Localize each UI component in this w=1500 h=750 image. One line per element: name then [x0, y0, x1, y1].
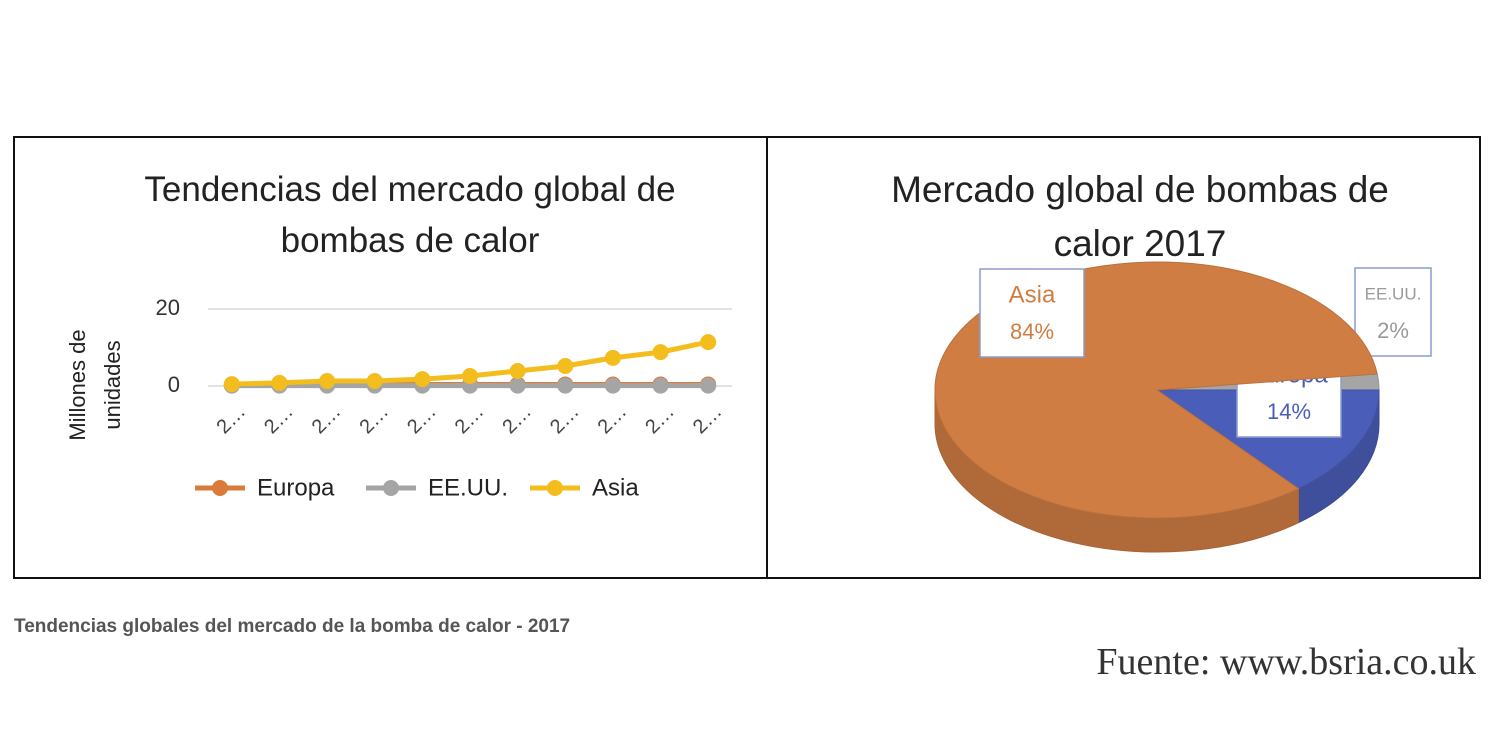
data-point [509, 377, 526, 394]
x-tick-label: 2… [546, 401, 584, 439]
data-point [462, 367, 478, 384]
data-point [271, 374, 288, 391]
x-tick-label: 2… [594, 401, 632, 439]
legend-label: Europa [257, 474, 335, 501]
data-point [652, 344, 669, 361]
data-point [509, 362, 526, 379]
line-chart-title: Tendencias del mercado global de bombas … [144, 170, 676, 260]
x-tick-label: 2… [260, 401, 298, 439]
data-point [366, 372, 383, 389]
y-tick-label: 0 [168, 372, 180, 397]
legend-marker [212, 480, 228, 496]
data-point [604, 377, 621, 394]
x-tick-label: 2… [213, 401, 251, 439]
x-tick-label: 2… [308, 401, 346, 439]
x-tick-label: 2… [451, 401, 489, 439]
data-point [223, 376, 240, 393]
data-label-box [979, 268, 1085, 358]
data-point [319, 372, 336, 389]
data-point [414, 371, 431, 388]
pie-chart-title: Mercado global de bombas de calor 2017 [891, 169, 1389, 264]
data-point [652, 377, 669, 394]
x-tick-label: 2… [641, 401, 679, 439]
x-tick-label: 2… [498, 401, 536, 439]
legend-marker [547, 480, 563, 496]
data-point [700, 334, 717, 351]
data-label-box [1354, 267, 1432, 357]
data-label-value: 2% [1377, 318, 1409, 343]
y-tick-label: 20 [156, 295, 180, 320]
data-point [604, 349, 621, 366]
legend-label: EE.UU. [428, 474, 508, 501]
x-tick-label: 2… [689, 401, 727, 439]
legend-label: Asia [592, 474, 639, 501]
data-label-category: Asia [1009, 281, 1056, 308]
data-point [557, 357, 574, 374]
source: Fuente: www.bsria.co.uk [1096, 641, 1476, 683]
frame [13, 136, 1481, 579]
data-point [557, 377, 574, 394]
data-label-category: EE.UU. [1365, 284, 1422, 303]
data-label-value: 14% [1267, 399, 1311, 424]
caption: Tendencias globales del mercado de la bo… [14, 616, 571, 637]
x-tick-label: 2… [355, 401, 393, 439]
legend-marker [383, 480, 399, 496]
data-point [700, 377, 717, 394]
data-label-value: 84% [1010, 319, 1054, 344]
y-axis-label: Millones de unidades [64, 329, 125, 441]
x-tick-label: 2… [403, 401, 441, 439]
